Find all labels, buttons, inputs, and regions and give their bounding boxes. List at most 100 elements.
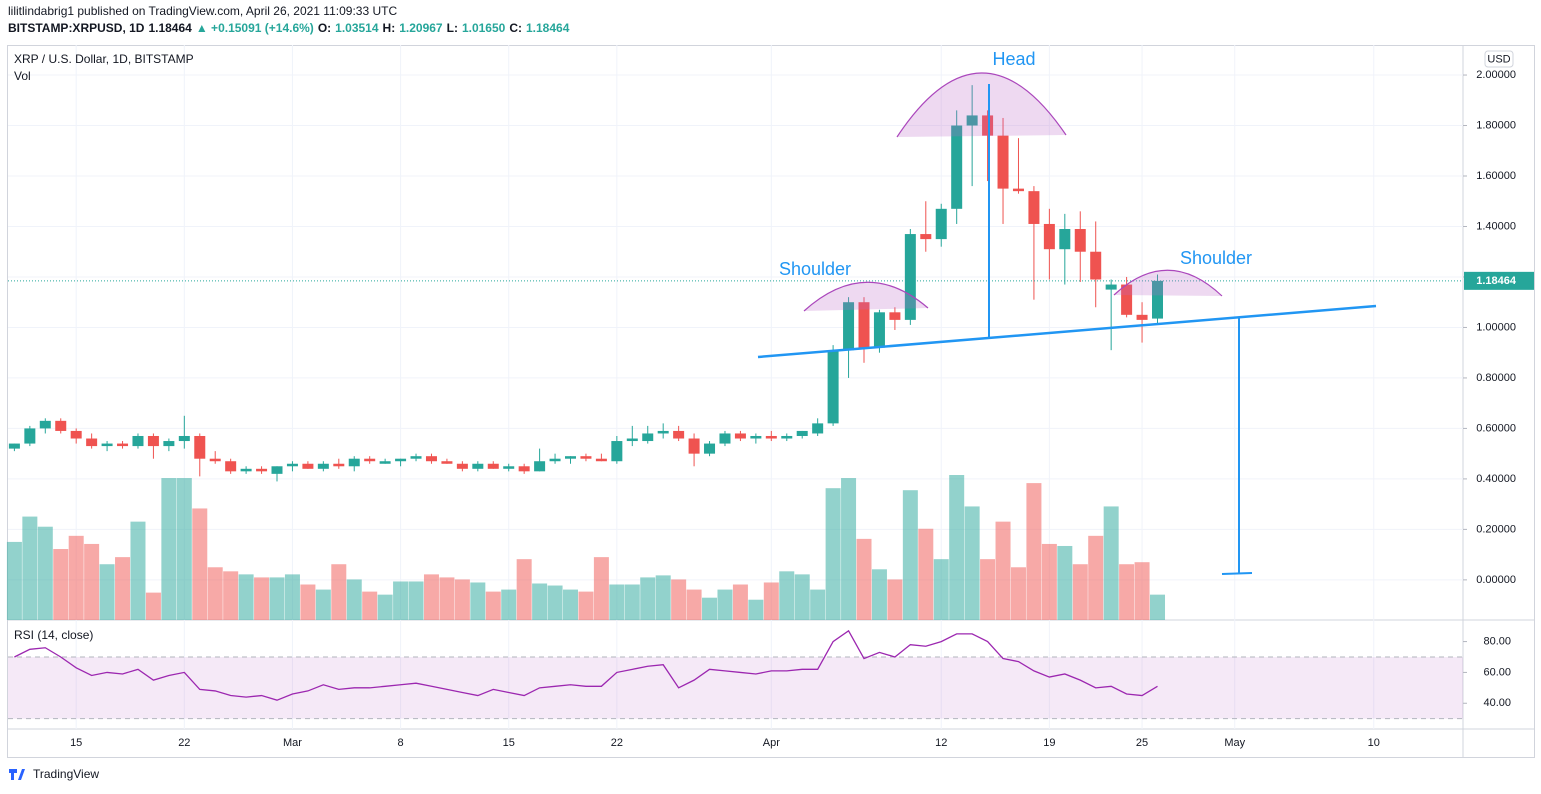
plot: 0.00000 0.20000 0.40000 0.60000 0.80000 1.000…: [6, 45, 1534, 749]
neckline: [757, 304, 1377, 359]
candle-body: [24, 428, 36, 444]
y-tick-label: 1.40000: [1476, 220, 1516, 232]
candle-body: [765, 435, 777, 439]
candle-body: [1043, 223, 1055, 250]
candle-body: [1074, 229, 1086, 252]
candle-body: [1121, 284, 1133, 315]
x-tick-label: Apr: [763, 737, 780, 749]
volume-bar: [485, 591, 501, 620]
volume-bar: [223, 571, 239, 620]
header-text: C:: [509, 21, 522, 35]
x-tick-label: 15: [70, 737, 82, 749]
drawings-lines: [757, 84, 1377, 575]
y-tick-label: 0.40000: [1476, 473, 1516, 485]
volume-bar: [1026, 483, 1042, 620]
header-text: 1.18464: [526, 21, 570, 35]
volume-bar: [516, 559, 532, 620]
x-tick-label: 12: [935, 737, 947, 749]
candle-body: [626, 438, 638, 442]
volume-bar: [37, 526, 53, 620]
volume-bar: [655, 575, 671, 620]
volume-bar: [1119, 564, 1135, 620]
x-tick-label: 19: [1043, 737, 1055, 749]
volume-bar: [794, 574, 810, 620]
symbol-line: BITSTAMP:XRPUSD, 1D 1.18464 ▲ +0.15091 (+1…: [8, 21, 570, 35]
candle-body: [858, 302, 870, 348]
volume-bar: [393, 581, 409, 620]
candle-body: [117, 443, 129, 447]
volume-bar: [423, 574, 439, 620]
last-price-label: 1.18464: [1476, 275, 1517, 287]
annotation: Shoulder: [779, 259, 851, 279]
volume-bar: [825, 488, 841, 620]
volume-bar: [1134, 562, 1150, 620]
volume-bar: [563, 589, 579, 620]
volume-bar: [192, 508, 208, 620]
candle-body: [333, 463, 345, 467]
y-tick-label: 1.00000: [1476, 321, 1516, 333]
header-text: H:: [383, 21, 396, 35]
candle-body: [704, 443, 716, 454]
candle-body: [966, 115, 978, 126]
candle-body: [286, 463, 298, 467]
candle-body: [55, 420, 67, 431]
volume-bar: [362, 591, 378, 620]
target-cap: [1221, 572, 1253, 575]
volume-bar: [1041, 543, 1057, 620]
volume-bar: [22, 516, 38, 620]
candle-body: [379, 461, 391, 464]
volume-bar: [331, 564, 347, 620]
volume-bar: [68, 535, 84, 620]
y-tick-label: 2.00000: [1476, 69, 1516, 81]
candle-body: [935, 208, 947, 240]
volume-bar: [145, 592, 161, 620]
volume-bar: [593, 557, 609, 620]
x-tick-label: 15: [503, 737, 515, 749]
candle-body: [1059, 229, 1071, 250]
volume-bar: [454, 579, 470, 620]
volume-bar: [176, 478, 192, 620]
candle-body: [8, 443, 20, 449]
candle-body: [441, 461, 453, 464]
candle-body: [256, 468, 268, 472]
header-text: BITSTAMP:XRPUSD, 1D: [8, 21, 145, 35]
candle-body: [642, 433, 654, 442]
candle-body: [487, 463, 499, 469]
volume-bar: [748, 599, 764, 620]
candle-body: [1136, 314, 1148, 320]
candle-body: [147, 435, 159, 447]
volume-bar: [1010, 567, 1026, 620]
candle-body: [673, 430, 685, 439]
candle-body: [178, 435, 190, 442]
volume-bar: [99, 564, 115, 620]
candle-body: [873, 312, 885, 348]
y-tick-label: 60.00: [1483, 666, 1511, 678]
volume-bar: [1150, 594, 1166, 620]
header-text: 1.20967: [399, 21, 443, 35]
candle-body: [348, 458, 360, 467]
x-tick-label: Mar: [283, 737, 302, 749]
y-tick-label: 0.20000: [1476, 523, 1516, 535]
candle-body: [1090, 251, 1102, 280]
candle-body: [549, 458, 561, 462]
x-tick-label: 25: [1136, 737, 1148, 749]
volume-bar: [470, 582, 486, 620]
volume-bar: [1072, 564, 1088, 620]
candle-body: [843, 302, 855, 351]
candle-body: [410, 456, 422, 459]
x-tick-label: 10: [1368, 737, 1380, 749]
volume-bar: [810, 589, 826, 620]
candle-body: [719, 433, 731, 444]
currency-badge[interactable]: [1484, 50, 1514, 68]
volume-bar: [841, 478, 857, 620]
volume-bar: [501, 589, 517, 620]
candle-body: [132, 435, 144, 447]
candle-body: [101, 443, 113, 447]
candle-body: [240, 468, 252, 472]
header-text: L:: [447, 21, 458, 35]
x-tick-label: 8: [398, 737, 404, 749]
volume-bar: [1057, 545, 1073, 620]
currency: USD: [1487, 53, 1510, 65]
candle-body: [503, 466, 515, 469]
